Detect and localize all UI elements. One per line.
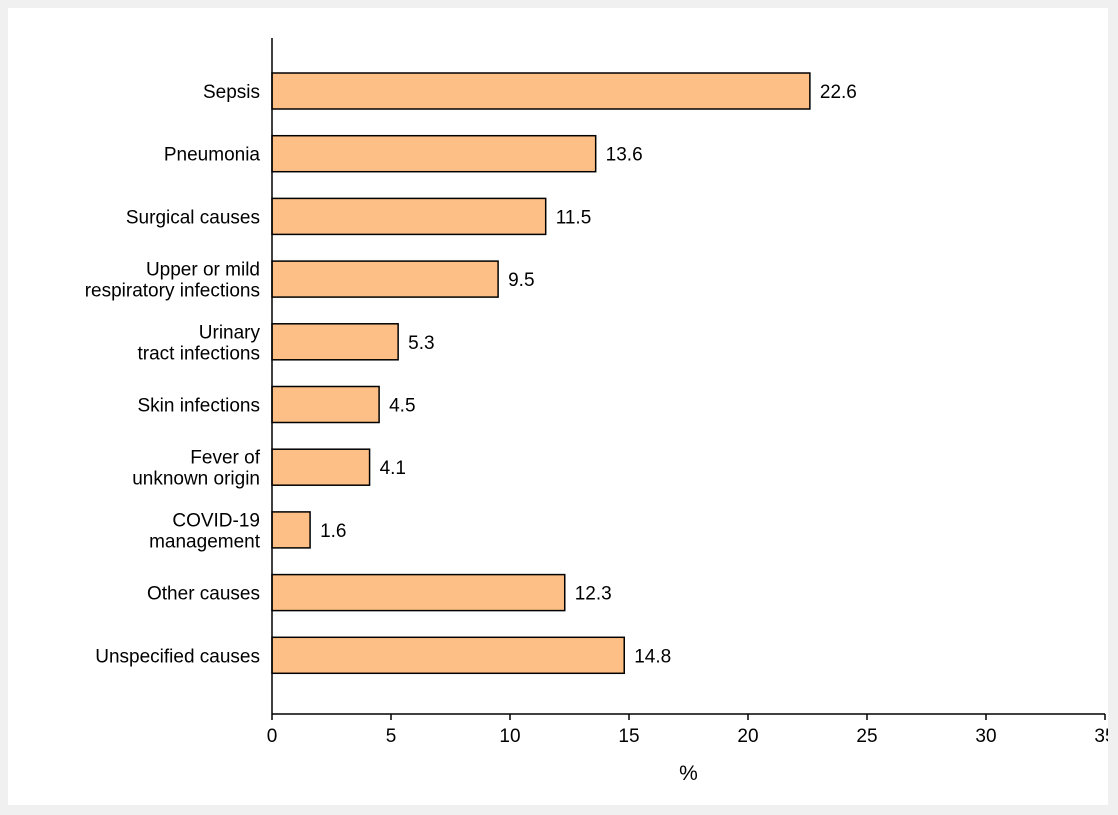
bar	[271, 323, 399, 361]
category-label: Other causes	[147, 584, 260, 605]
x-ticks-group: 0 5 10 15 20 25 30 35	[267, 714, 1108, 747]
axes-group	[271, 38, 1105, 715]
value-label: 22.6	[820, 82, 857, 103]
bar	[271, 448, 371, 486]
value-label: 4.5	[389, 396, 415, 417]
category-label: Upper or mild respiratory infections	[85, 260, 260, 302]
category-label: Unspecified causes	[95, 646, 260, 667]
x-tick-label: 5	[386, 726, 397, 747]
value-label: 11.5	[556, 207, 592, 228]
x-tick-label: 15	[618, 726, 639, 747]
category-label: Sepsis	[203, 82, 260, 103]
value-labels-group: 22.6 13.6 11.5 9.5 5.3 4.5 4.1 1.6 12.3 14.8	[320, 82, 857, 667]
bar	[271, 197, 547, 236]
value-label: 13.6	[606, 145, 643, 166]
bar	[271, 636, 625, 675]
bar	[271, 260, 499, 298]
category-label: COVID-19 management	[149, 510, 261, 552]
value-label: 1.6	[320, 521, 346, 542]
x-tick-label: 35	[1094, 726, 1108, 747]
category-label: Pneumonia	[164, 145, 261, 166]
bar	[271, 385, 380, 424]
x-tick-label: 10	[499, 726, 520, 747]
category-labels-group: Sepsis Pneumonia Surgical causes Upper or m…	[85, 82, 261, 667]
bar-chart: 22.6 13.6 11.5 9.5 5.3 4.5 4.1 1.6 12.3 14.8 Seps…	[85, 38, 1108, 785]
value-label: 12.3	[575, 584, 612, 605]
x-tick-label: 0	[267, 726, 278, 747]
x-tick-label: 30	[975, 726, 996, 747]
x-axis-title: %	[679, 762, 698, 785]
value-label: 14.8	[634, 646, 671, 667]
chart-panel: 22.6 13.6 11.5 9.5 5.3 4.5 4.1 1.6 12.3 14.8 Seps…	[8, 8, 1108, 805]
x-tick-label: 20	[737, 726, 758, 747]
value-label: 5.3	[408, 333, 434, 354]
bar	[271, 511, 311, 549]
x-tick-label: 25	[856, 726, 877, 747]
category-label: Urinary tract infections	[138, 322, 261, 364]
value-label: 9.5	[508, 270, 534, 291]
category-label: Skin infections	[137, 396, 260, 417]
bars-group	[271, 72, 811, 675]
category-label: Fever of unknown origin	[132, 448, 261, 490]
category-label: Surgical causes	[126, 207, 260, 228]
bar	[271, 134, 597, 173]
bar	[271, 72, 811, 110]
value-label: 4.1	[380, 458, 406, 479]
bar	[271, 573, 566, 612]
